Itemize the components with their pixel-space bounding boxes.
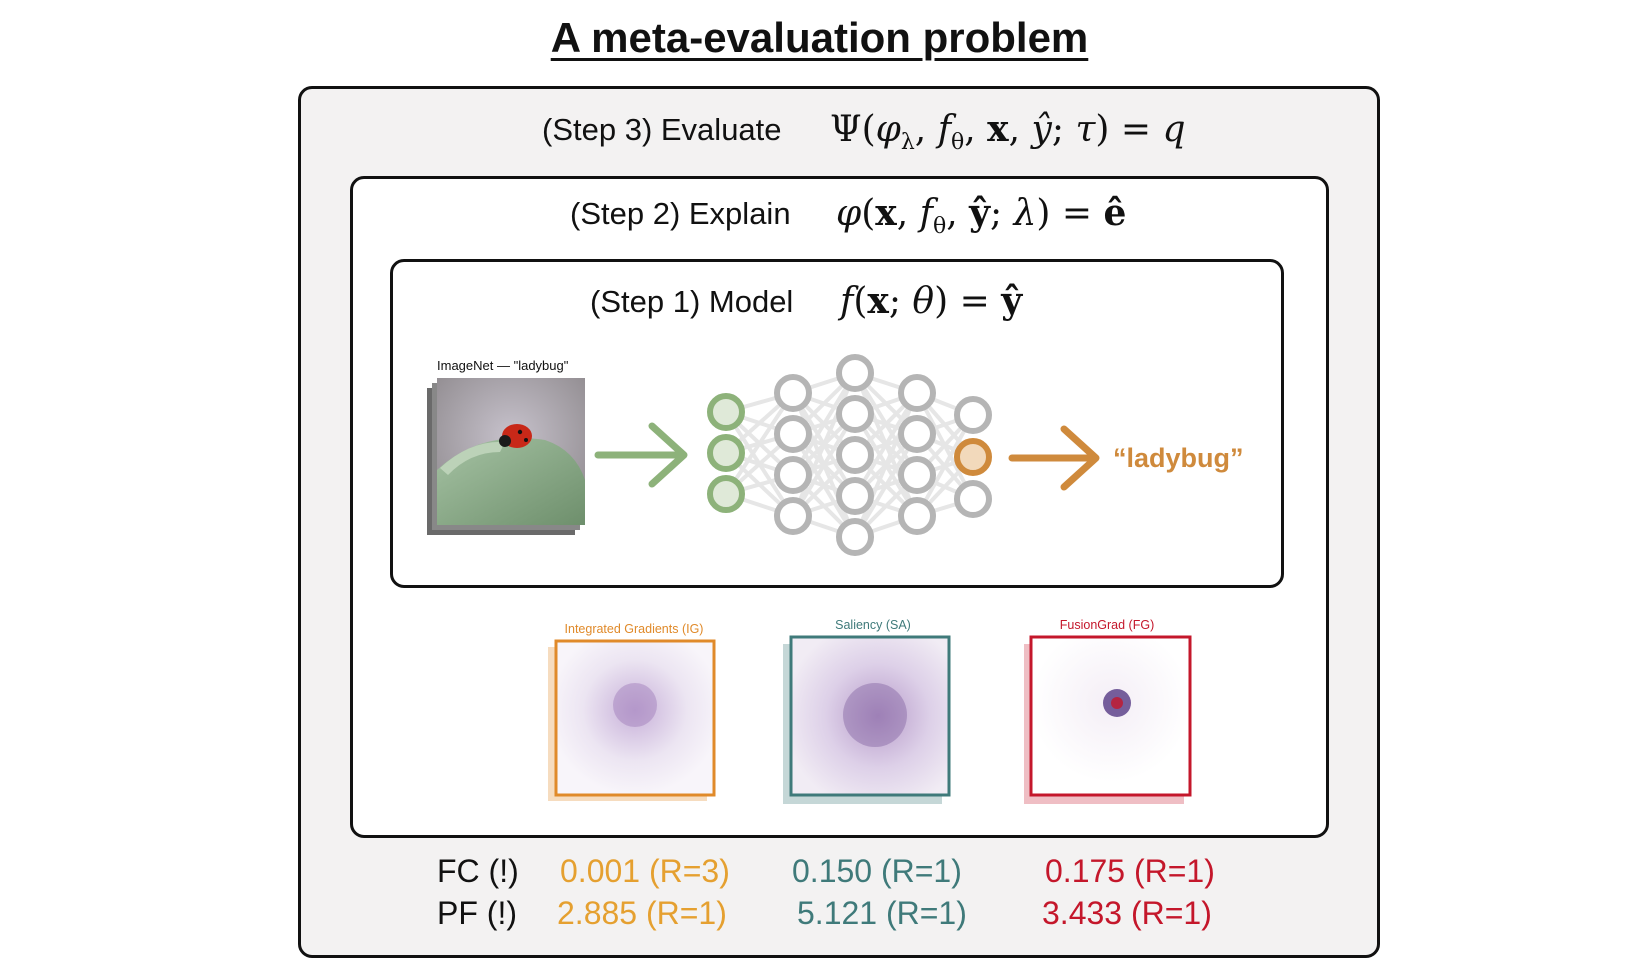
page-title: A meta-evaluation problem [550, 14, 1089, 61]
metric-pf-sa: 5.121 (R=1) [797, 895, 967, 931]
step2-label: (Step 2) Explain [570, 196, 791, 231]
predicted-output-node [954, 438, 992, 476]
hidden-node [898, 456, 936, 494]
metric-pf-fg: 3.433 (R=1) [1042, 895, 1212, 931]
explanation-sa-label: Saliency (SA) [835, 618, 911, 632]
metric-fc-fg: 0.175 (R=1) [1045, 853, 1215, 889]
explanation-ig [548, 639, 716, 801]
prediction-label: “ladybug” [1113, 443, 1244, 473]
hidden-node [898, 497, 936, 535]
image-caption: ImageNet — "ladybug" [437, 358, 569, 373]
hidden-node [836, 354, 874, 392]
hidden-node [774, 415, 812, 453]
hidden-node [898, 374, 936, 412]
input-node [707, 393, 745, 431]
hidden-node [774, 456, 812, 494]
explanation-ig-label: Integrated Gradients (IG) [565, 622, 704, 636]
input-arrow [594, 422, 688, 488]
network-edge [853, 391, 919, 498]
network-edge [915, 414, 975, 517]
output-arrow [1008, 425, 1100, 491]
hidden-node [774, 374, 812, 412]
hidden-node [836, 395, 874, 433]
network-edge [791, 412, 857, 518]
hidden-node [836, 436, 874, 474]
metric-fc-ig: 0.001 (R=3) [560, 853, 730, 889]
metric-pf-ig: 2.885 (R=1) [557, 895, 727, 931]
network-edge [853, 432, 919, 539]
metric-fc-sa: 0.150 (R=1) [792, 853, 962, 889]
input-node [707, 475, 745, 513]
explanation-sa [783, 635, 951, 804]
explanation-fg-label: FusionGrad (FG) [1060, 618, 1154, 632]
hidden-node [898, 415, 936, 453]
hidden-node [836, 477, 874, 515]
step1-formula: f(x; θ) = ŷ [840, 280, 1023, 322]
hidden-node [836, 518, 874, 556]
metric-fc-label: FC (!) [437, 853, 519, 889]
network-edge [791, 372, 857, 517]
step1-label: (Step 1) Model [590, 284, 794, 319]
step3-label: (Step 3) Evaluate [542, 112, 782, 147]
explanation-fg [1024, 635, 1192, 804]
hidden-node [774, 497, 812, 535]
network-edge [724, 391, 795, 496]
network-edge [791, 371, 857, 477]
step3-formula: Ψ(φλ, fθ, x, ŷ; τ) = q [830, 108, 1186, 156]
step2-formula: φ(x, fθ, ŷ; λ) = ê [836, 192, 1127, 240]
neural-network [707, 354, 992, 556]
metric-pf-label: PF (!) [437, 895, 517, 931]
network-edge [853, 392, 919, 538]
output-node [954, 396, 992, 434]
input-image [427, 378, 585, 535]
input-node [707, 434, 745, 472]
output-node [954, 480, 992, 518]
